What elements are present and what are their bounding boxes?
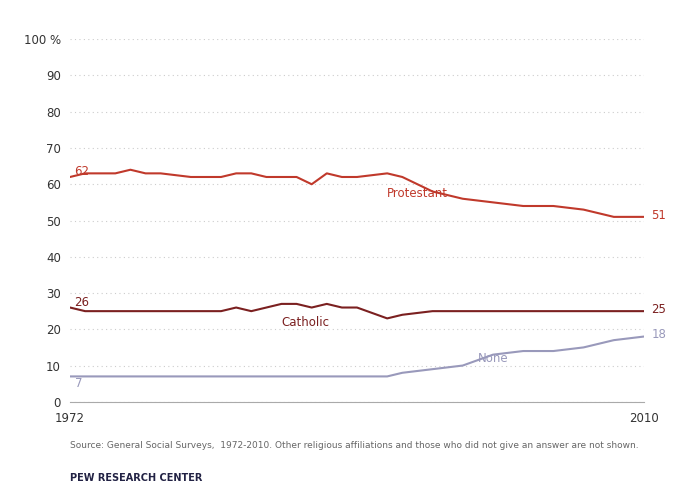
Text: PEW RESEARCH CENTER: PEW RESEARCH CENTER [70,473,202,483]
Text: 7: 7 [74,377,82,390]
Text: Source: General Social Surveys,  1972-2010. Other religious affiliations and tho: Source: General Social Surveys, 1972-201… [70,441,638,450]
Text: 25: 25 [652,303,666,316]
Text: Protestant: Protestant [387,187,448,200]
Text: 18: 18 [652,328,666,341]
Text: 26: 26 [74,296,90,309]
Text: None: None [478,352,508,365]
Text: 51: 51 [652,209,666,221]
Text: Catholic: Catholic [281,316,330,329]
Text: 62: 62 [74,165,90,178]
